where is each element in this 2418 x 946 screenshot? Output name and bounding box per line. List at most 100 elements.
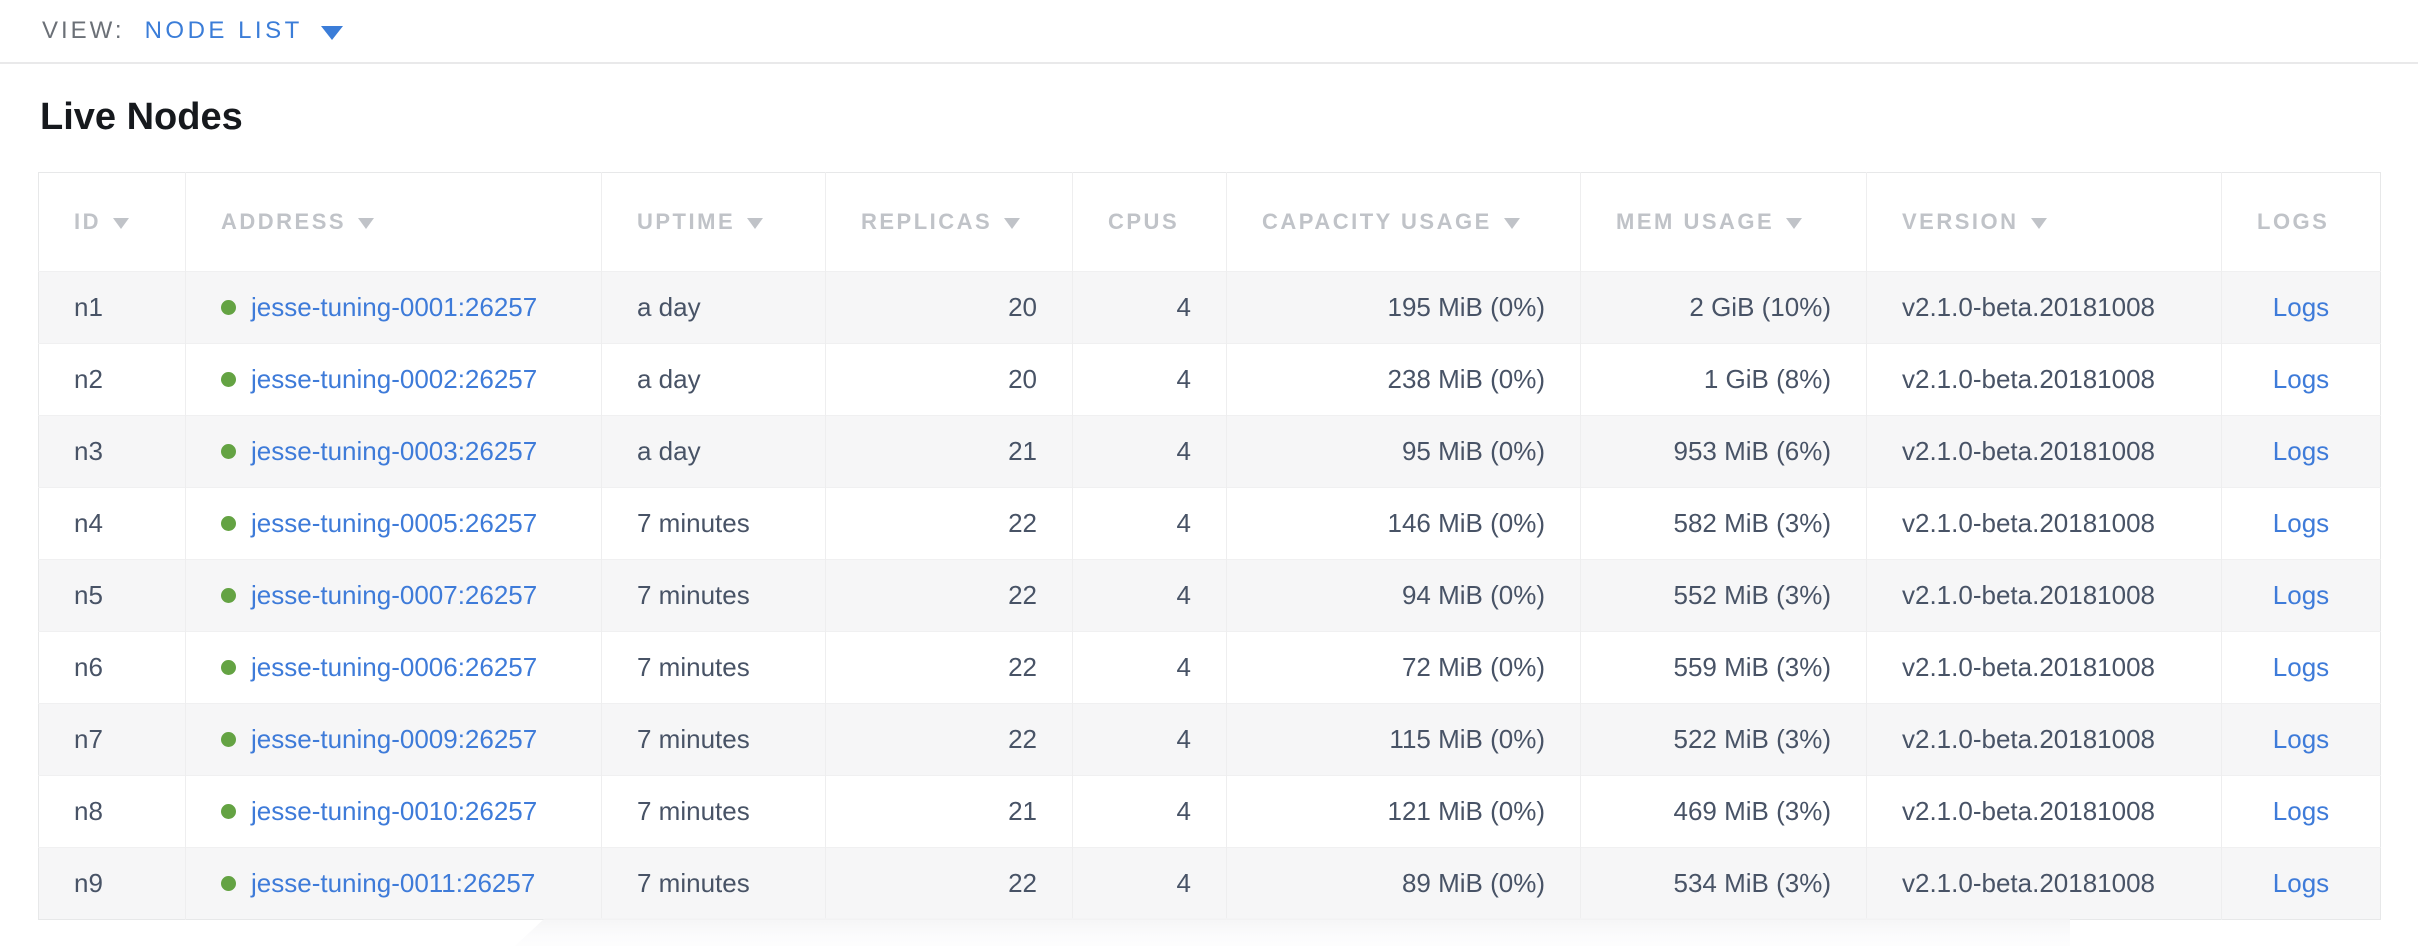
logs-cell: Logs [2221, 343, 2381, 416]
node-id-cell: n7 [38, 703, 186, 776]
column-header-logs: LOGS [2221, 172, 2381, 272]
node-id-cell: n5 [38, 559, 186, 632]
cpus-cell: 4 [1072, 343, 1227, 416]
node-live-status-icon [221, 299, 236, 315]
node-address-link[interactable]: jesse-tuning-0009:26257 [251, 724, 538, 754]
column-header-label: MEM USAGE [1616, 209, 1775, 234]
node-address-link[interactable]: jesse-tuning-0011:26257 [251, 868, 536, 898]
node-live-status-icon [221, 371, 236, 387]
node-address-link[interactable]: jesse-tuning-0005:26257 [251, 508, 538, 538]
column-header-capacity-usage[interactable]: CAPACITY USAGE [1226, 172, 1581, 272]
version-cell: v2.1.0-beta.20181008 [1866, 415, 2222, 488]
cpus-cell: 4 [1072, 415, 1227, 488]
column-header-version[interactable]: VERSION [1866, 172, 2222, 272]
capacity-usage-cell: 89 MiB (0%) [1226, 847, 1581, 920]
capacity-usage-cell: 94 MiB (0%) [1226, 559, 1581, 632]
logs-cell: Logs [2221, 703, 2381, 776]
cpus-cell: 4 [1072, 847, 1227, 920]
sort-arrow-icon [747, 218, 764, 229]
logs-cell: Logs [2221, 559, 2381, 632]
replicas-cell: 22 [825, 487, 1073, 560]
logs-link[interactable]: Logs [2272, 508, 2330, 538]
cpus-cell: 4 [1072, 487, 1227, 560]
logs-cell: Logs [2221, 775, 2381, 848]
view-dropdown[interactable]: NODE LIST [145, 17, 343, 45]
node-live-status-icon [221, 803, 236, 819]
table-row: n4 jesse-tuning-0005:26257 7 minutes 22 … [38, 487, 2381, 560]
column-header-replicas[interactable]: REPLICAS [825, 172, 1073, 272]
next-section-shadow [515, 918, 2070, 946]
column-header-label: CAPACITY USAGE [1262, 209, 1492, 234]
node-address-cell: jesse-tuning-0002:26257 [185, 343, 602, 416]
replicas-cell: 20 [825, 343, 1073, 416]
view-label: VIEW: [42, 17, 125, 44]
sort-arrow-icon [358, 218, 375, 229]
version-cell: v2.1.0-beta.20181008 [1866, 703, 2222, 776]
replicas-cell: 21 [825, 415, 1073, 488]
logs-link[interactable]: Logs [2272, 364, 2330, 394]
column-header-address[interactable]: ADDRESS [185, 172, 602, 272]
node-live-status-icon [221, 731, 236, 747]
version-cell: v2.1.0-beta.20181008 [1866, 559, 2222, 632]
logs-link[interactable]: Logs [2272, 292, 2330, 322]
mem-usage-cell: 1 GiB (8%) [1580, 343, 1867, 416]
mem-usage-cell: 2 GiB (10%) [1580, 271, 1867, 344]
logs-link[interactable]: Logs [2272, 436, 2330, 466]
logs-link[interactable]: Logs [2272, 868, 2330, 898]
uptime-cell: 7 minutes [601, 487, 826, 560]
version-cell: v2.1.0-beta.20181008 [1866, 343, 2222, 416]
column-header-mem-usage[interactable]: MEM USAGE [1580, 172, 1867, 272]
uptime-cell: a day [601, 415, 826, 488]
live-nodes-table-wrap: ID ADDRESS UPTIME REPLICAS CPUS CAPACITY USAG… [38, 172, 2381, 920]
uptime-cell: a day [601, 271, 826, 344]
uptime-cell: 7 minutes [601, 631, 826, 704]
sort-arrow-icon [2030, 218, 2047, 229]
node-id-cell: n8 [38, 775, 186, 848]
column-header-id[interactable]: ID [38, 172, 186, 272]
node-address-cell: jesse-tuning-0003:26257 [185, 415, 602, 488]
node-live-status-icon [221, 587, 236, 603]
version-cell: v2.1.0-beta.20181008 [1866, 847, 2222, 920]
node-live-status-icon [221, 515, 236, 531]
cpus-cell: 4 [1072, 559, 1227, 632]
node-id-cell: n1 [38, 271, 186, 344]
node-address-cell: jesse-tuning-0006:26257 [185, 631, 602, 704]
uptime-cell: 7 minutes [601, 559, 826, 632]
column-header-label: ID [74, 209, 101, 234]
logs-cell: Logs [2221, 631, 2381, 704]
uptime-cell: 7 minutes [601, 703, 826, 776]
mem-usage-cell: 534 MiB (3%) [1580, 847, 1867, 920]
node-address-link[interactable]: jesse-tuning-0007:26257 [251, 580, 538, 610]
capacity-usage-cell: 95 MiB (0%) [1226, 415, 1581, 488]
chevron-down-icon [320, 25, 343, 40]
node-id-cell: n3 [38, 415, 186, 488]
sort-arrow-icon [1004, 218, 1021, 229]
logs-link[interactable]: Logs [2272, 796, 2330, 826]
node-id-cell: n6 [38, 631, 186, 704]
logs-link[interactable]: Logs [2272, 580, 2330, 610]
version-cell: v2.1.0-beta.20181008 [1866, 271, 2222, 344]
node-address-link[interactable]: jesse-tuning-0001:26257 [251, 292, 538, 322]
node-live-status-icon [221, 875, 236, 891]
table-row: n3 jesse-tuning-0003:26257 a day 21 4 95… [38, 415, 2381, 488]
cpus-cell: 4 [1072, 271, 1227, 344]
replicas-cell: 20 [825, 271, 1073, 344]
node-address-link[interactable]: jesse-tuning-0010:26257 [251, 796, 538, 826]
view-bar: VIEW: NODE LIST [0, 0, 2418, 64]
node-address-link[interactable]: jesse-tuning-0003:26257 [251, 436, 538, 466]
table-row: n6 jesse-tuning-0006:26257 7 minutes 22 … [38, 631, 2381, 704]
mem-usage-cell: 469 MiB (3%) [1580, 775, 1867, 848]
node-address-link[interactable]: jesse-tuning-0002:26257 [251, 364, 538, 394]
sort-arrow-icon [1503, 218, 1520, 229]
replicas-cell: 22 [825, 847, 1073, 920]
node-address-cell: jesse-tuning-0009:26257 [185, 703, 602, 776]
column-header-uptime[interactable]: UPTIME [601, 172, 826, 272]
uptime-cell: a day [601, 343, 826, 416]
capacity-usage-cell: 146 MiB (0%) [1226, 487, 1581, 560]
node-id-cell: n2 [38, 343, 186, 416]
sort-arrow-icon [113, 218, 129, 229]
logs-link[interactable]: Logs [2272, 652, 2330, 682]
capacity-usage-cell: 115 MiB (0%) [1226, 703, 1581, 776]
node-address-link[interactable]: jesse-tuning-0006:26257 [251, 652, 538, 682]
logs-link[interactable]: Logs [2272, 724, 2330, 754]
